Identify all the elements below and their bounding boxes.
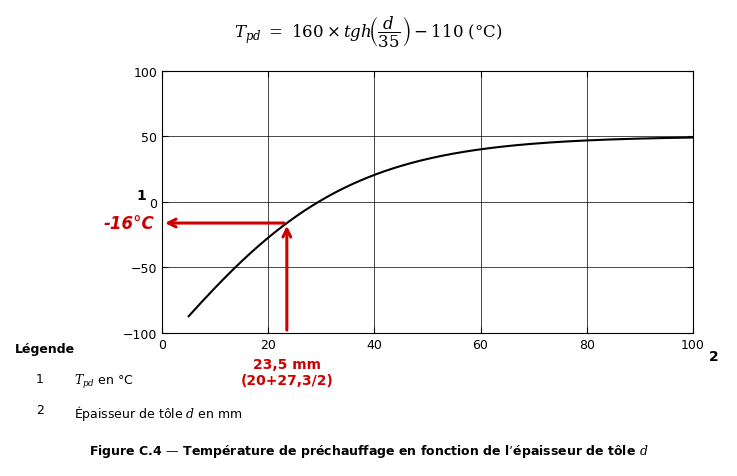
Text: 1: 1 [136,188,146,202]
Text: $T_{pd}\ =\ 160 \times \mathit{tgh}\!\left(\dfrac{d}{35}\right)-110\ \mathrm{(°C: $T_{pd}\ =\ 160 \times \mathit{tgh}\!\le… [234,13,503,49]
Text: 23,5 mm
(20+27,3/2): 23,5 mm (20+27,3/2) [240,357,333,387]
Text: 2: 2 [35,403,43,416]
Text: 1: 1 [35,373,43,386]
Text: -16°C: -16°C [103,215,154,233]
Text: Légende: Légende [15,343,75,356]
Text: 2: 2 [709,349,719,363]
Text: $T_{pd}$ en °C: $T_{pd}$ en °C [74,373,134,391]
Text: Figure C.4 — Température de préchauffage en fonction de l’épaisseur de tôle $d$: Figure C.4 — Température de préchauffage… [88,442,649,459]
Text: Épaisseur de tôle $d$ en mm: Épaisseur de tôle $d$ en mm [74,403,243,422]
